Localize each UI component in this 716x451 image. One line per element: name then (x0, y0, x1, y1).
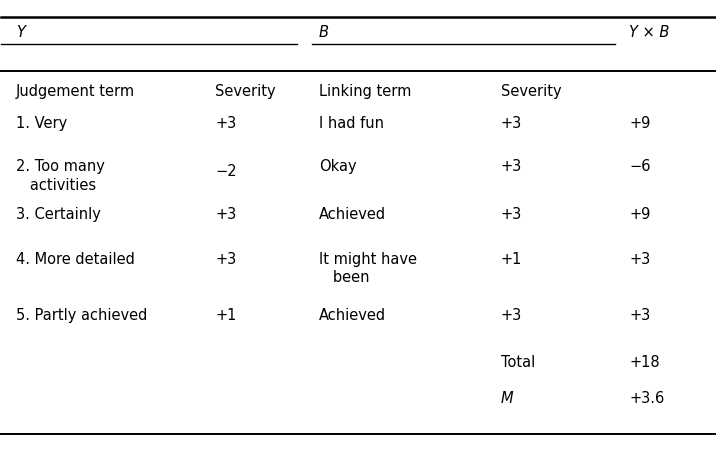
Text: +9: +9 (629, 207, 650, 222)
Text: Severity: Severity (216, 83, 276, 98)
Text: −6: −6 (629, 159, 651, 174)
Text: +18: +18 (629, 354, 659, 370)
Text: Total: Total (500, 354, 535, 370)
Text: +3: +3 (629, 308, 650, 322)
Text: −2: −2 (216, 164, 237, 179)
Text: +3: +3 (500, 207, 522, 222)
Text: +3.6: +3.6 (629, 391, 664, 405)
Text: Achieved: Achieved (319, 207, 386, 222)
Text: +1: +1 (216, 308, 237, 322)
Text: +3: +3 (629, 252, 650, 267)
Text: Y: Y (16, 25, 24, 40)
Text: 1. Very: 1. Very (16, 116, 67, 131)
Text: Judgement term: Judgement term (16, 83, 135, 98)
Text: +3: +3 (216, 252, 236, 267)
Text: 4. More detailed: 4. More detailed (16, 252, 135, 267)
Text: Okay: Okay (319, 159, 357, 174)
Text: Achieved: Achieved (319, 308, 386, 322)
Text: Linking term: Linking term (319, 83, 411, 98)
Text: been: been (319, 271, 369, 285)
Text: 5. Partly achieved: 5. Partly achieved (16, 308, 147, 322)
Text: +3: +3 (216, 207, 236, 222)
Text: Y × B: Y × B (629, 25, 669, 40)
Text: +3: +3 (216, 116, 236, 131)
Text: +3: +3 (500, 116, 522, 131)
Text: +3: +3 (500, 159, 522, 174)
Text: +9: +9 (629, 116, 650, 131)
Text: 2. Too many: 2. Too many (16, 159, 105, 174)
Text: +3: +3 (500, 308, 522, 322)
Text: 3. Certainly: 3. Certainly (16, 207, 100, 222)
Text: +1: +1 (500, 252, 522, 267)
Text: I had fun: I had fun (319, 116, 384, 131)
Text: It might have: It might have (319, 252, 417, 267)
Text: Severity: Severity (500, 83, 561, 98)
Text: M: M (500, 391, 513, 405)
Text: activities: activities (16, 178, 96, 193)
Text: B: B (319, 25, 329, 40)
